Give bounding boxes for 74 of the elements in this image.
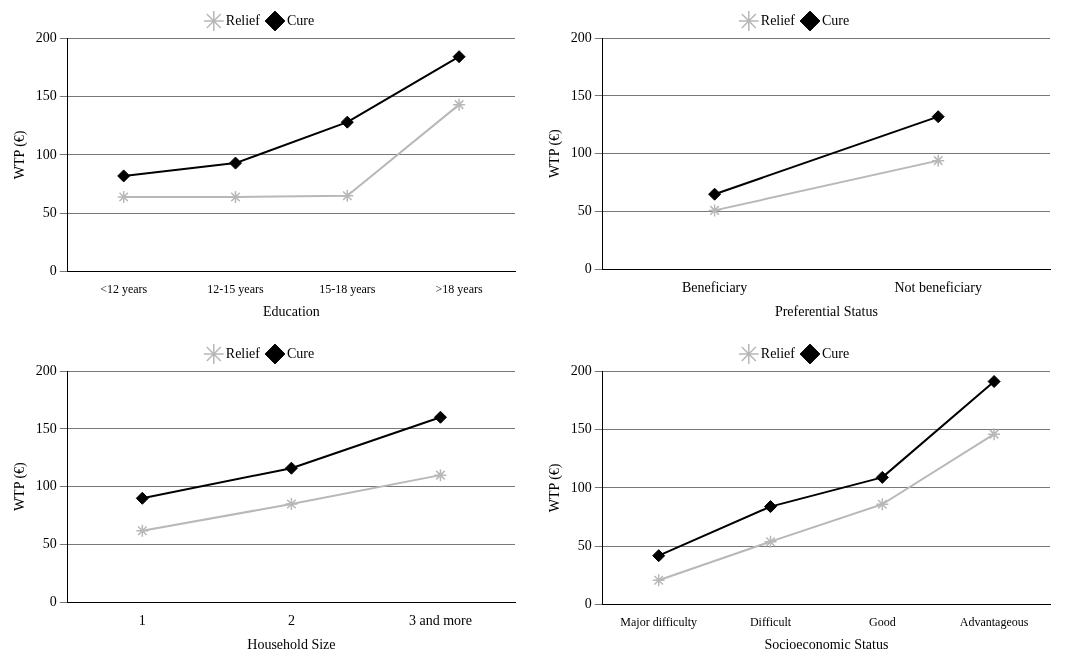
point bbox=[707, 203, 722, 218]
x-tick-label: >18 years bbox=[435, 282, 483, 297]
y-tick-label: 200 bbox=[570, 29, 592, 45]
legend-label: Cure bbox=[822, 12, 850, 28]
x-tick-label: Beneficiary bbox=[681, 280, 748, 296]
y-tick-label: 50 bbox=[577, 203, 592, 219]
point bbox=[651, 573, 666, 587]
point bbox=[116, 190, 131, 204]
point bbox=[284, 461, 298, 475]
y-tick-label: 0 bbox=[49, 263, 57, 279]
y-axis-title: WTP (€) bbox=[547, 128, 564, 179]
point bbox=[284, 497, 299, 511]
point bbox=[708, 187, 722, 201]
x-axis-title: Household Size bbox=[247, 637, 336, 653]
x-tick-label: 2 bbox=[287, 613, 295, 629]
point bbox=[340, 115, 354, 129]
point bbox=[452, 50, 466, 64]
point bbox=[229, 156, 242, 170]
x-tick-label: <12 years bbox=[100, 282, 148, 297]
y-tick-label: 200 bbox=[35, 29, 57, 45]
x-tick-label: 3 and more bbox=[408, 613, 472, 629]
y-tick-label: 0 bbox=[584, 596, 592, 612]
legend-label: Relief bbox=[225, 345, 261, 361]
legend-label: Relief bbox=[760, 12, 796, 28]
y-axis-title: WTP (€) bbox=[547, 463, 564, 513]
x-tick-label: 1 bbox=[138, 613, 146, 629]
x-tick-label: Advantageous bbox=[959, 615, 1029, 630]
y-tick-label: 150 bbox=[570, 421, 592, 437]
point bbox=[652, 549, 666, 563]
point bbox=[931, 110, 945, 124]
point bbox=[875, 497, 890, 512]
y-tick-label: 0 bbox=[584, 261, 592, 277]
x-tick-label: Major difficulty bbox=[620, 615, 698, 630]
y-tick-label: 50 bbox=[42, 536, 57, 552]
y-tick-label: 100 bbox=[570, 145, 592, 161]
y-tick-label: 50 bbox=[577, 538, 592, 554]
point bbox=[931, 153, 945, 168]
legend-label: Cure bbox=[287, 12, 315, 28]
x-tick-label: 12-15 years bbox=[207, 282, 264, 297]
point bbox=[875, 470, 889, 484]
y-tick-label: 200 bbox=[35, 362, 57, 378]
legend-label: Cure bbox=[287, 345, 315, 361]
point bbox=[763, 534, 778, 549]
point bbox=[764, 500, 777, 514]
y-tick-label: 0 bbox=[49, 594, 57, 610]
y-tick-label: 50 bbox=[42, 205, 57, 221]
point bbox=[433, 410, 447, 424]
x-tick-label: Not beneficiary bbox=[894, 280, 982, 296]
y-tick-label: 150 bbox=[35, 420, 57, 436]
x-tick-label: 15-18 years bbox=[319, 282, 376, 297]
x-axis-title: Socioeconomic Status bbox=[764, 637, 889, 653]
point bbox=[987, 427, 1001, 441]
legend-label: Cure bbox=[822, 345, 850, 361]
x-tick-label: Difficult bbox=[749, 615, 792, 630]
y-tick-label: 100 bbox=[35, 478, 57, 494]
y-axis-title: WTP (€) bbox=[12, 130, 29, 180]
x-tick-label: Good bbox=[868, 615, 896, 630]
y-tick-label: 100 bbox=[570, 479, 592, 495]
point bbox=[117, 169, 131, 183]
y-tick-label: 150 bbox=[35, 88, 57, 104]
x-axis-title: Preferential Status bbox=[774, 304, 878, 320]
y-axis-title: WTP (€) bbox=[12, 461, 29, 512]
point bbox=[987, 375, 1001, 389]
y-tick-label: 150 bbox=[570, 87, 592, 103]
point bbox=[452, 97, 466, 112]
y-tick-label: 200 bbox=[570, 362, 592, 378]
legend-label: Relief bbox=[225, 12, 261, 28]
x-axis-title: Education bbox=[263, 304, 320, 320]
point bbox=[340, 189, 355, 203]
legend-label: Relief bbox=[760, 345, 796, 361]
point bbox=[135, 523, 150, 538]
y-tick-label: 100 bbox=[35, 146, 57, 162]
point bbox=[135, 491, 149, 505]
point bbox=[433, 468, 448, 482]
